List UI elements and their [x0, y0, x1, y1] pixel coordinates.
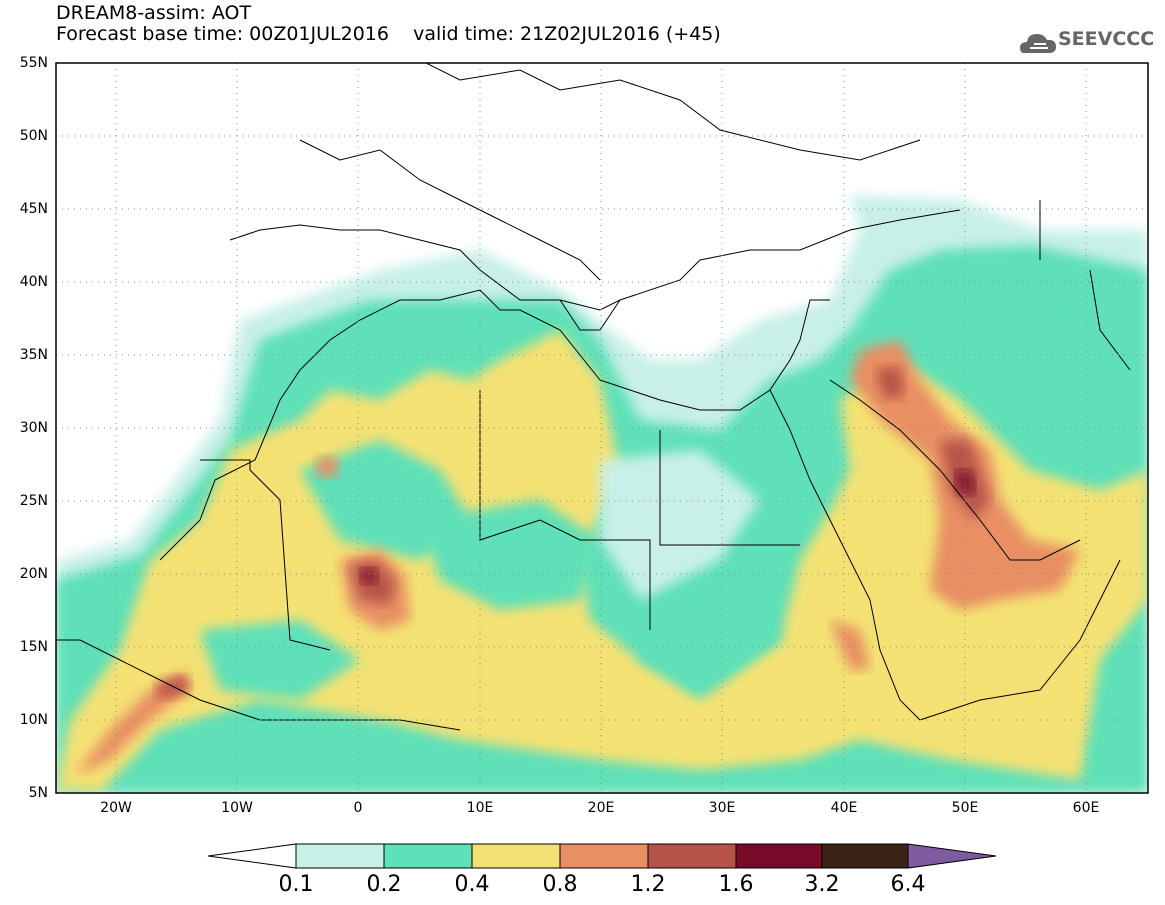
lat-label: 15N	[19, 639, 48, 655]
lon-label: 20W	[100, 800, 132, 816]
lat-label: 10N	[19, 712, 48, 728]
lat-label: 50N	[19, 128, 48, 144]
lon-label: 60E	[1072, 800, 1100, 816]
lon-label: 10W	[221, 800, 253, 816]
colorbar-tick: 0.8	[542, 872, 578, 897]
colorbar-tick: 3.2	[804, 872, 840, 897]
lat-label: 55N	[19, 55, 48, 71]
lat-label: 35N	[19, 347, 48, 363]
colorbar-tick: 1.6	[718, 872, 754, 897]
cloud-icon	[1020, 34, 1056, 53]
colorbar-tick: 1.2	[630, 872, 666, 897]
graticule	[56, 63, 1148, 793]
map-frame	[55, 62, 1149, 794]
colorbar-tick: 0.4	[454, 872, 490, 897]
lat-label: 30N	[19, 420, 48, 436]
lon-label: 20E	[587, 800, 615, 816]
logo-text: SEEVCCC	[1058, 28, 1155, 50]
map-title: DREAM8-assim: AOT Forecast base time: 00…	[56, 3, 721, 45]
coastlines	[56, 63, 1131, 731]
lon-label: 0	[353, 800, 363, 816]
title-times: Forecast base time: 00Z01JUL2016 valid t…	[56, 23, 721, 45]
colorbar-tick: 0.2	[366, 872, 402, 897]
lat-label: 5N	[28, 785, 48, 801]
lat-label: 40N	[19, 274, 48, 290]
lat-label: 45N	[19, 201, 48, 217]
lon-label: 30E	[708, 800, 736, 816]
lon-label: 10E	[466, 800, 494, 816]
colorbar-tick: 0.1	[278, 872, 314, 897]
title-product: DREAM8-assim: AOT	[56, 2, 252, 24]
lat-label: 25N	[19, 493, 48, 509]
lon-label: 40E	[830, 800, 858, 816]
lon-label: 50E	[951, 800, 979, 816]
colorbar	[207, 843, 997, 869]
colorbar-tick: 6.4	[890, 872, 926, 897]
lat-label: 20N	[19, 566, 48, 582]
